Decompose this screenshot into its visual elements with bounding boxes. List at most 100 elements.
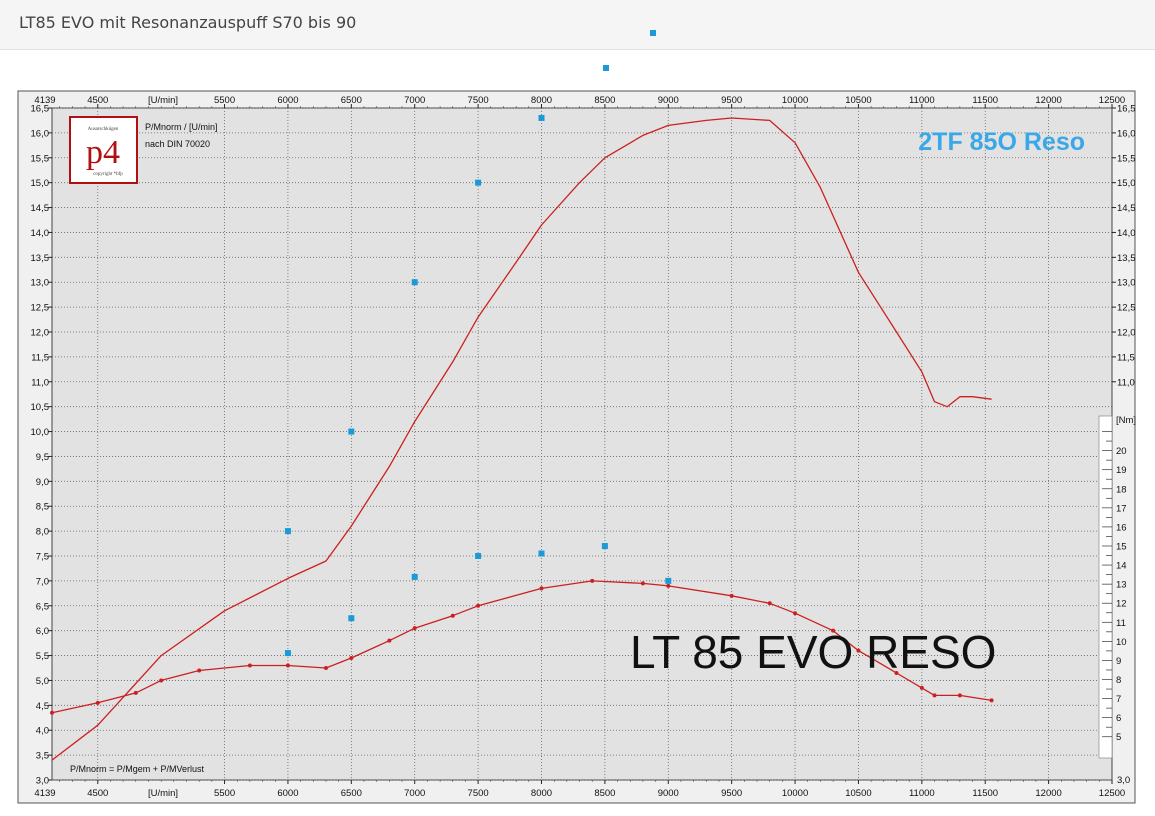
x-tick-label-top: 12500 xyxy=(1099,95,1125,106)
y-tick-label: 4,0 xyxy=(36,726,49,737)
series-layer xyxy=(50,117,994,761)
torque-unit-label: [Nm] xyxy=(1116,415,1136,426)
scatter-point xyxy=(348,615,355,622)
series-marker xyxy=(95,700,100,705)
right-tick-label: 13,0 xyxy=(1117,278,1136,289)
right-tick-label: 16,0 xyxy=(1117,128,1136,139)
series-marker xyxy=(640,581,645,586)
torque-tick-label: 14 xyxy=(1116,561,1127,572)
right-bottom-label: 3,0 xyxy=(1117,775,1130,786)
series-marker xyxy=(159,678,164,683)
right-tick-label: 14,0 xyxy=(1117,228,1136,239)
x-tick-label-top: 4500 xyxy=(87,95,108,106)
series-marker xyxy=(197,668,202,673)
y-tick-label: 5,5 xyxy=(36,651,49,662)
series-marker xyxy=(856,648,861,653)
y-tick-label: 11,0 xyxy=(31,377,49,388)
series-marker xyxy=(957,693,962,698)
x-tick-label-bottom: 4500 xyxy=(87,788,108,799)
series-marker xyxy=(919,685,924,690)
torque-tick-label: 19 xyxy=(1116,465,1127,476)
torque-tick-label: 18 xyxy=(1116,484,1127,495)
logo-mark: p4 xyxy=(86,134,120,171)
x-tick-label-bottom: 7500 xyxy=(468,788,489,799)
series-marker xyxy=(894,670,899,675)
x-tick-label-bottom: 8500 xyxy=(594,788,615,799)
y-tick-label: 13,0 xyxy=(31,278,50,289)
x-tick-label-top: 5500 xyxy=(214,95,235,106)
scatter-point xyxy=(601,543,608,550)
series-marker xyxy=(666,583,671,588)
right-tick-label: 14,5 xyxy=(1117,203,1136,214)
scatter-point xyxy=(538,550,545,557)
y-tick-label: 3,5 xyxy=(36,751,49,762)
scatter-point xyxy=(475,553,482,559)
annotation-2tf: 2TF 85O Reso xyxy=(918,128,1085,156)
scatter-point xyxy=(411,279,418,286)
right-tick-label: 16,5 xyxy=(1117,104,1136,115)
x-tick-label-top: 12000 xyxy=(1035,95,1061,106)
x-tick-label-bottom: 6500 xyxy=(341,788,362,799)
torque-tick-label: 6 xyxy=(1116,713,1121,724)
y-tick-label: 14,0 xyxy=(31,228,50,239)
scatter-point xyxy=(284,650,291,657)
x-tick-label-top: 10500 xyxy=(845,95,871,106)
series-marker xyxy=(412,626,417,631)
x-tick-label-bottom: 11500 xyxy=(972,788,998,799)
y-tick-label: 13,5 xyxy=(31,253,50,264)
chart-subtitle-2: nach DIN 70020 xyxy=(145,139,210,149)
y-tick-label: 9,5 xyxy=(36,452,49,463)
y-tick-label: 5,0 xyxy=(36,676,49,687)
x-tick-label-bottom: 10000 xyxy=(782,788,808,799)
x-tick-label-bottom: 11000 xyxy=(909,788,935,799)
torque-tick-label: 8 xyxy=(1116,675,1121,686)
x-tick-label-bottom: 8000 xyxy=(531,788,552,799)
torque-tick-label: 11 xyxy=(1116,618,1126,629)
series-marker xyxy=(476,603,481,608)
scatter-point xyxy=(665,577,672,584)
scatter-point xyxy=(411,573,418,580)
right-tick-label: 12,5 xyxy=(1117,303,1136,314)
series-marker xyxy=(387,638,392,643)
torque-tick-label: 15 xyxy=(1116,541,1127,552)
x-tick-label-top: 10000 xyxy=(782,95,808,106)
formula-label: P/Mnorm = P/Mgem + P/MVerlust xyxy=(70,764,205,774)
y-tick-label: 9,0 xyxy=(36,477,49,488)
series-marker xyxy=(729,593,734,598)
axes: 16,5 16,0 15,5 15,0 14,5 14,0 13,5 13,0 12,5 12,0… xyxy=(31,95,1137,799)
y-tick-label: 3,0 xyxy=(36,776,49,787)
right-tick-label: 12,0 xyxy=(1117,328,1136,339)
x-tick-label-top: 8000 xyxy=(531,95,552,106)
torque-tick-label: 17 xyxy=(1116,503,1127,514)
p4-logo: Ausarschkügen p4 copyright *bfp xyxy=(69,116,138,184)
x-start-label-top: 4139 xyxy=(34,95,55,106)
right-tick-label: 11,5 xyxy=(1117,352,1135,363)
series-marker xyxy=(831,628,836,633)
series-marker xyxy=(349,656,354,661)
x-start-label-bottom: 4139 xyxy=(34,788,55,799)
y-tick-label: 15,5 xyxy=(31,153,50,164)
torque-tick-label: 10 xyxy=(1116,637,1127,648)
torque-tick-label: 20 xyxy=(1116,446,1127,457)
x-tick-label-top: 9000 xyxy=(658,95,679,106)
torque-tick-label: 12 xyxy=(1116,599,1127,610)
series-marker xyxy=(450,613,455,618)
scatter-point xyxy=(348,428,355,435)
chart-subtitle-1: P/Mnorm / [U/min] xyxy=(145,122,218,132)
torque-tick-label: 5 xyxy=(1116,732,1121,743)
series-marker xyxy=(285,663,290,668)
x-tick-label-bottom: 12000 xyxy=(1035,788,1061,799)
right-tick-label: 15,5 xyxy=(1117,153,1136,164)
x-tick-label-top: 11500 xyxy=(972,95,998,106)
y-tick-label: 16,5 xyxy=(31,104,50,115)
y-tick-label: 6,0 xyxy=(36,626,49,637)
x-tick-label-top: 9500 xyxy=(721,95,742,106)
x-tick-label-bottom: 6000 xyxy=(277,788,298,799)
series-marker xyxy=(323,666,328,670)
series-marker xyxy=(767,601,772,606)
x-tick-label-top: 7500 xyxy=(468,95,489,106)
x-tick-label-top: 8500 xyxy=(594,95,615,106)
right-tick-label: 15,0 xyxy=(1117,178,1136,189)
x-tick-label-top: 6000 xyxy=(277,95,298,106)
stray-marker xyxy=(650,30,656,36)
